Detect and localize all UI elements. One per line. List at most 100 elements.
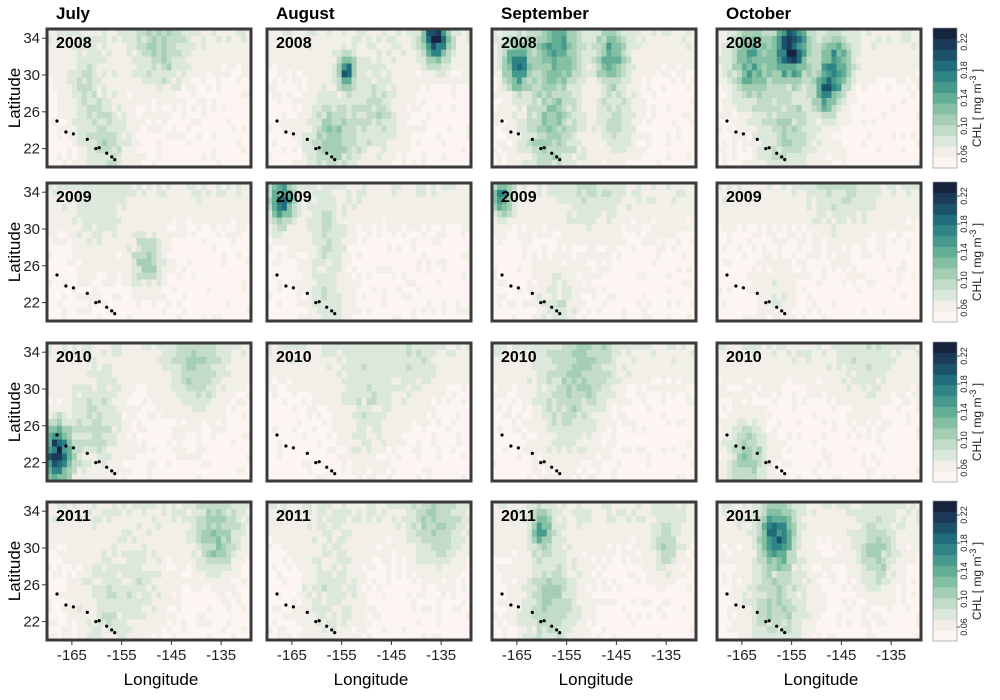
heatmap-cell bbox=[76, 252, 83, 260]
heatmap-cell bbox=[556, 203, 563, 211]
heatmap-cell bbox=[766, 153, 773, 161]
heatmap-cell bbox=[176, 125, 182, 133]
heatmap-cell bbox=[181, 29, 187, 37]
heatmap-cell bbox=[916, 56, 921, 64]
heatmap-cell bbox=[761, 153, 768, 161]
heatmap-cell bbox=[441, 84, 447, 92]
heatmap-cell bbox=[791, 139, 798, 147]
heatmap-cell bbox=[131, 77, 137, 85]
heatmap-cell bbox=[391, 210, 397, 218]
heatmap-cell bbox=[611, 245, 617, 253]
heatmap-cell bbox=[571, 132, 577, 140]
heatmap-cell bbox=[441, 125, 447, 133]
heatmap-cell bbox=[781, 63, 788, 71]
x-axis-label: Longitude bbox=[334, 670, 409, 689]
heatmap-cell bbox=[426, 210, 432, 218]
heatmap-cell bbox=[831, 160, 837, 167]
heatmap-cell bbox=[516, 160, 523, 167]
heatmap-cell bbox=[346, 258, 352, 267]
heatmap-cell bbox=[751, 49, 758, 57]
heatmap-cell bbox=[506, 265, 513, 274]
heatmap-cell bbox=[886, 153, 892, 161]
heatmap-cell bbox=[301, 84, 308, 92]
heatmap-cell bbox=[831, 49, 837, 57]
heatmap-cell bbox=[126, 196, 132, 205]
heatmap-cell bbox=[146, 189, 152, 198]
heatmap-cell bbox=[556, 104, 563, 113]
heatmap-cell bbox=[81, 238, 88, 246]
heatmap-cell bbox=[141, 139, 147, 147]
heatmap-cell bbox=[191, 286, 197, 294]
heatmap-cell bbox=[836, 98, 842, 106]
heatmap-cell bbox=[101, 272, 108, 280]
colorbar-swatch bbox=[933, 114, 957, 126]
heatmap-cell bbox=[116, 91, 123, 99]
heatmap-cell bbox=[516, 153, 523, 161]
heatmap-cell bbox=[371, 29, 377, 37]
heatmap-cell bbox=[746, 56, 753, 64]
heatmap-cell bbox=[326, 70, 333, 78]
heatmap-cell bbox=[591, 224, 597, 232]
heatmap-cell bbox=[826, 153, 832, 161]
heatmap-cell bbox=[686, 91, 692, 99]
island-marker bbox=[539, 147, 543, 151]
heatmap-cell bbox=[326, 118, 333, 126]
heatmap-cell bbox=[871, 42, 877, 51]
heatmap-cell bbox=[281, 265, 288, 274]
heatmap-cell bbox=[86, 231, 93, 239]
heatmap-cell bbox=[401, 132, 407, 140]
heatmap-cell bbox=[441, 77, 447, 85]
heatmap-cell bbox=[886, 29, 892, 37]
heatmap-cell bbox=[351, 224, 357, 232]
heatmap-cell bbox=[786, 70, 793, 78]
heatmap-cell bbox=[401, 139, 407, 147]
heatmap-cell bbox=[51, 84, 58, 92]
heatmap-cell bbox=[616, 104, 622, 113]
heatmap-cell bbox=[521, 118, 528, 126]
heatmap-cell bbox=[586, 91, 592, 99]
heatmap-cell bbox=[746, 153, 753, 161]
heatmap-cell bbox=[91, 196, 98, 205]
heatmap-cell bbox=[271, 29, 278, 37]
heatmap-cell bbox=[161, 210, 167, 218]
heatmap-cell bbox=[831, 70, 837, 78]
heatmap-cell bbox=[181, 300, 187, 308]
heatmap-cell bbox=[316, 104, 323, 113]
heatmap-cell bbox=[381, 139, 387, 147]
heatmap-cell bbox=[591, 42, 597, 51]
heatmap-cell bbox=[201, 231, 207, 239]
heatmap-cell bbox=[796, 84, 802, 92]
heatmap-cell bbox=[466, 279, 471, 287]
year-label: 2009 bbox=[276, 189, 312, 206]
heatmap-cell bbox=[601, 118, 607, 126]
heatmap-cell bbox=[106, 104, 113, 113]
heatmap-cell bbox=[111, 139, 118, 147]
heatmap-cell bbox=[276, 49, 283, 57]
heatmap-cell bbox=[456, 132, 462, 140]
heatmap-cell bbox=[676, 77, 682, 85]
heatmap-cell bbox=[156, 77, 162, 85]
heatmap-cell bbox=[61, 35, 68, 44]
heatmap-cell bbox=[806, 56, 812, 64]
heatmap-cell bbox=[496, 307, 503, 315]
heatmap-cell bbox=[146, 286, 152, 294]
heatmap-cell bbox=[316, 265, 323, 274]
heatmap-cell bbox=[776, 42, 783, 51]
heatmap-cell bbox=[526, 300, 533, 308]
heatmap-cell bbox=[301, 77, 308, 85]
heatmap-cell bbox=[151, 63, 157, 71]
heatmap-cell bbox=[171, 238, 177, 246]
heatmap-cell bbox=[686, 146, 692, 154]
heatmap-cell bbox=[241, 70, 247, 78]
heatmap-cell bbox=[586, 265, 592, 274]
heatmap-cell bbox=[221, 160, 227, 167]
heatmap-cell bbox=[326, 314, 333, 321]
heatmap-cell bbox=[666, 132, 672, 140]
heatmap-cell bbox=[301, 132, 308, 140]
heatmap-cell bbox=[611, 153, 617, 161]
heatmap-cell bbox=[766, 77, 773, 85]
heatmap-cell bbox=[891, 56, 897, 64]
heatmap-cell bbox=[161, 258, 167, 267]
heatmap-cell bbox=[76, 153, 83, 161]
heatmap-cell bbox=[516, 49, 523, 57]
